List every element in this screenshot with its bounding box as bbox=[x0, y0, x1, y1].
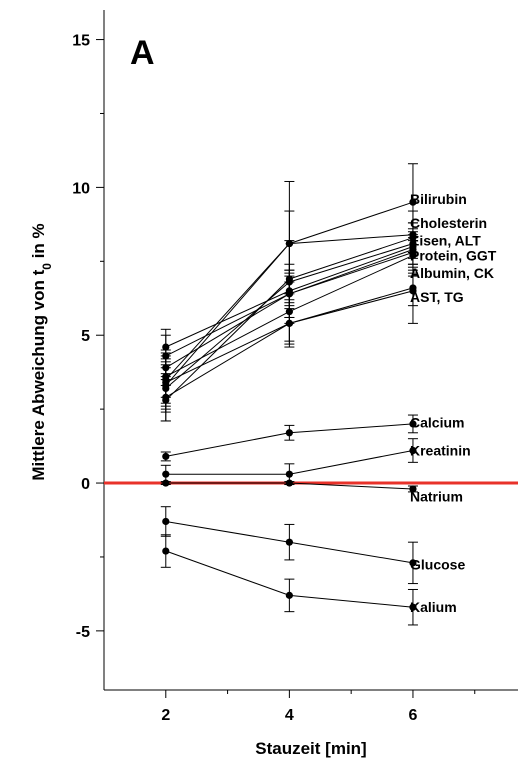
series-14 bbox=[160, 506, 418, 585]
series-label: Bilirubin bbox=[410, 191, 467, 207]
series-10 bbox=[160, 275, 418, 404]
x-tick-label: 4 bbox=[285, 707, 294, 724]
y-axis-title-main: Mittlere Abweichung von t bbox=[29, 269, 48, 480]
data-point bbox=[285, 538, 293, 546]
data-point bbox=[409, 559, 417, 567]
panel-letter: A bbox=[130, 34, 155, 72]
series-label: Albumin, CK bbox=[410, 265, 494, 281]
data-point bbox=[285, 429, 293, 437]
y-tick-label: 10 bbox=[72, 180, 90, 197]
data-point bbox=[409, 420, 417, 428]
data-point bbox=[409, 446, 417, 455]
data-point bbox=[285, 470, 293, 478]
series-label: Natrium bbox=[410, 488, 463, 504]
data-point bbox=[409, 485, 417, 493]
y-tick-label: 0 bbox=[81, 476, 90, 493]
series-label: Kalium bbox=[410, 599, 457, 615]
y-axis-title-tail: in % bbox=[29, 223, 48, 263]
data-point bbox=[162, 547, 170, 555]
series-label: AST, TG bbox=[410, 289, 464, 305]
data-point bbox=[409, 198, 417, 206]
series-label: Cholesterin bbox=[410, 215, 487, 231]
series-label: Eisen, ALT bbox=[410, 233, 481, 249]
y-axis-title: Mittlere Abweichung von t0 in % bbox=[29, 223, 54, 480]
y-axis-title-subscript: 0 bbox=[40, 263, 54, 270]
series-11 bbox=[160, 414, 418, 462]
series-label: Glucose bbox=[410, 556, 465, 572]
data-point bbox=[285, 319, 293, 327]
data-point bbox=[285, 591, 293, 599]
series-group bbox=[160, 163, 418, 626]
series-15 bbox=[160, 534, 418, 626]
y-tick-label: 5 bbox=[81, 328, 90, 345]
data-point bbox=[162, 470, 170, 478]
data-point bbox=[162, 479, 170, 487]
y-tick-label: 15 bbox=[72, 33, 90, 50]
axes: -5 0 5 10 15 2 4 6 bbox=[72, 10, 518, 724]
series-13 bbox=[160, 479, 418, 493]
data-point bbox=[162, 378, 170, 387]
data-point bbox=[162, 452, 170, 461]
y-tick-label: -5 bbox=[76, 624, 90, 641]
data-point bbox=[409, 603, 417, 611]
x-tick-label: 2 bbox=[161, 707, 170, 724]
series-label: Calcium bbox=[410, 414, 464, 430]
x-tick-label: 6 bbox=[409, 707, 418, 724]
series-12 bbox=[160, 438, 418, 486]
data-point bbox=[409, 287, 417, 295]
series-label: Kreatinin bbox=[410, 443, 471, 459]
data-point bbox=[285, 479, 293, 487]
x-axis-title: Stauzeit [min] bbox=[255, 739, 366, 758]
series-label: Protein, GGT bbox=[410, 247, 497, 263]
data-point bbox=[162, 517, 170, 526]
